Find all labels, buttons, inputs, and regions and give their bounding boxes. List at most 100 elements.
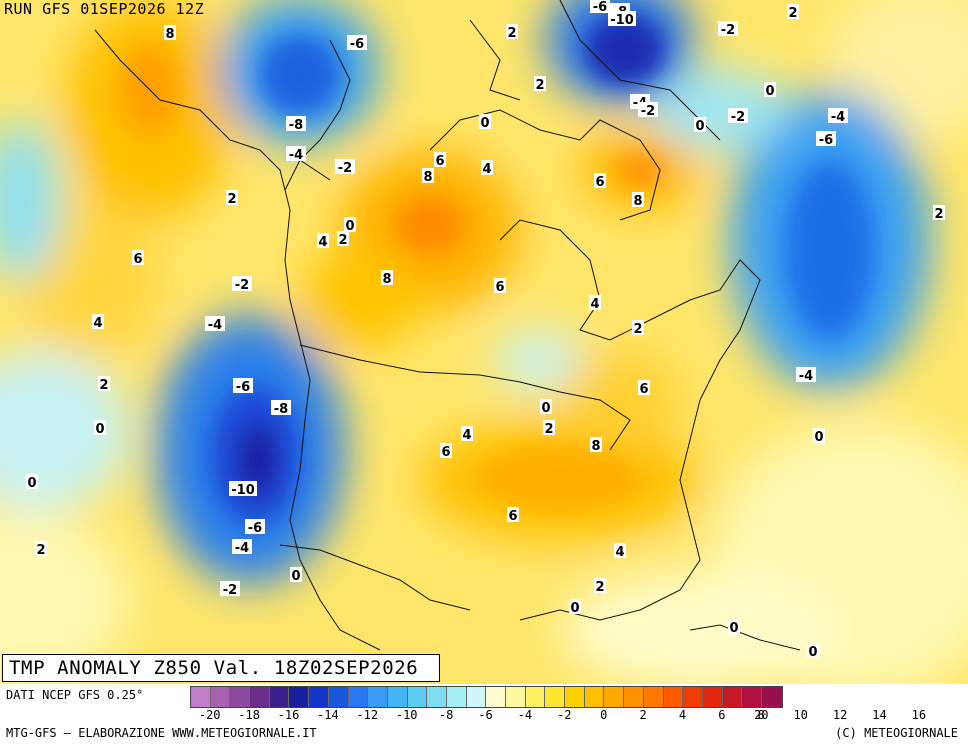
- contour-label: 0: [345, 219, 354, 234]
- contour-label: 0: [541, 401, 550, 416]
- contour-label: 4: [482, 162, 491, 177]
- contour-label: 2: [507, 26, 516, 41]
- colorbar-tick-label: 4: [678, 708, 687, 722]
- contour-label-bg: [590, 0, 610, 13]
- contour-label: -2: [223, 583, 237, 598]
- contour-label: 6: [441, 445, 450, 460]
- contour-label: 2: [595, 580, 604, 595]
- contour-label: 8: [423, 170, 432, 185]
- contour-label: -6: [236, 380, 250, 395]
- colorbar-swatch: [210, 687, 231, 707]
- colorbar-swatch: [742, 687, 762, 707]
- contour-label-bg: [540, 399, 552, 414]
- borders: [279, 159, 631, 611]
- contour-label-bg: [434, 152, 446, 167]
- contour-label: 8: [633, 194, 642, 209]
- contour-label-bg: [614, 543, 626, 558]
- colorbar-swatch: [427, 687, 447, 707]
- colorbar-tick-label: 0: [600, 708, 608, 722]
- colorbar-tick-label: 16: [911, 708, 927, 722]
- contour-label: 2: [544, 422, 553, 437]
- contour-label-bg: [381, 270, 393, 285]
- colorbar-swatch: [230, 687, 251, 707]
- contour-label-bg: [632, 192, 644, 207]
- contour-label: -4: [235, 541, 249, 556]
- contour-label-bg: [608, 11, 636, 26]
- contour-label-bg: [94, 420, 106, 435]
- colorbar-swatch: [565, 687, 585, 707]
- colorbar-swatch: [761, 687, 782, 707]
- anomaly-map: 8-62-6-8-10-2220-8-4-20-4-20-2-4-6648682…: [0, 0, 968, 684]
- colorbar-tick-label: -8: [438, 708, 454, 722]
- contour-label: -6: [350, 37, 364, 52]
- contour-label: -4: [831, 110, 845, 125]
- contour-label: -8: [289, 118, 303, 133]
- contour-label: 4: [318, 235, 327, 250]
- contour-label: 0: [695, 119, 704, 134]
- colorbar-swatch: [663, 687, 684, 707]
- contour-label: 6: [435, 154, 444, 169]
- colorbar-swatch: [407, 687, 428, 707]
- colorbar-tick-label: 14: [872, 708, 887, 722]
- contour-label: 4: [93, 316, 102, 331]
- contour-label: -2: [338, 161, 352, 176]
- credit-right: (C) METEOGIORNALE: [835, 726, 958, 740]
- colorbar-tick-label: -6: [478, 708, 493, 722]
- contour-label-bg: [933, 205, 945, 220]
- contour-label: 2: [99, 378, 108, 393]
- contour-label: 0: [814, 430, 823, 445]
- colorbar-tick-label: -10: [395, 708, 418, 722]
- colorbar-swatch: [191, 687, 211, 707]
- contour-label: -4: [208, 318, 222, 333]
- contour-label: -6: [819, 133, 833, 148]
- contour-label-bg: [461, 426, 473, 441]
- colorbar-swatch: [702, 687, 723, 707]
- contour-label: -4: [799, 369, 813, 384]
- anomaly-field: [0, 0, 968, 684]
- contour-label-bg: [764, 82, 776, 97]
- contour-label-bg: [638, 102, 658, 117]
- colorbar-swatch: [289, 687, 310, 707]
- contour-label-bg: [638, 380, 650, 395]
- colorbar-tick-label: 8: [757, 708, 765, 722]
- contour-label: 8: [165, 27, 174, 42]
- contour-label-bg: [233, 378, 253, 393]
- colorbar-tick-label: -18: [238, 708, 260, 722]
- colorbar-swatch: [624, 687, 644, 707]
- contour-label-bg: [787, 4, 799, 19]
- contour-label: -6: [248, 521, 262, 536]
- contour-label-bg: [589, 295, 601, 310]
- contour-label-bg: [590, 437, 602, 452]
- run-title: RUN GFS 01SEP2026 12Z: [4, 0, 205, 18]
- contour-label-bg: [335, 159, 355, 174]
- credit-left: MTG-GFS – ELABORAZIONE WWW.METEOGIORNALE…: [6, 726, 317, 740]
- contour-label-bg: [594, 173, 606, 188]
- contour-label-bg: [543, 420, 555, 435]
- contour-label-bg: [98, 376, 110, 391]
- colorbar-tick-label: 2: [639, 708, 647, 722]
- contour-label: -10: [610, 13, 634, 28]
- colorbar-tick-label: -14: [317, 708, 339, 722]
- contour-label: 6: [508, 509, 517, 524]
- contour-label-bg: [694, 117, 706, 132]
- contour-label-bg: [92, 314, 104, 329]
- contour-label: 2: [788, 6, 797, 21]
- contour-label-bg: [286, 146, 306, 161]
- contour-label: 2: [633, 322, 642, 337]
- contour-label-bg: [440, 443, 452, 458]
- contour-label-bg: [813, 428, 825, 443]
- colorbar-swatch: [309, 687, 329, 707]
- anomaly-title: TMP ANOMALY Z850 Val. 18Z02SEP2026: [2, 654, 440, 682]
- contour-label: 6: [133, 252, 142, 267]
- contour-label-bg: [807, 643, 819, 658]
- colorbar-swatch: [506, 687, 526, 707]
- contour-label: 4: [615, 545, 624, 560]
- contour-label: 0: [27, 476, 36, 491]
- contour-label: 2: [338, 233, 347, 248]
- contour-label: 6: [595, 175, 604, 190]
- contour-label-bg: [226, 190, 238, 205]
- colorbar-swatch: [604, 687, 625, 707]
- colorbar-swatch: [683, 687, 703, 707]
- contour-label-bg: [132, 250, 144, 265]
- contour-label: -8: [274, 402, 288, 417]
